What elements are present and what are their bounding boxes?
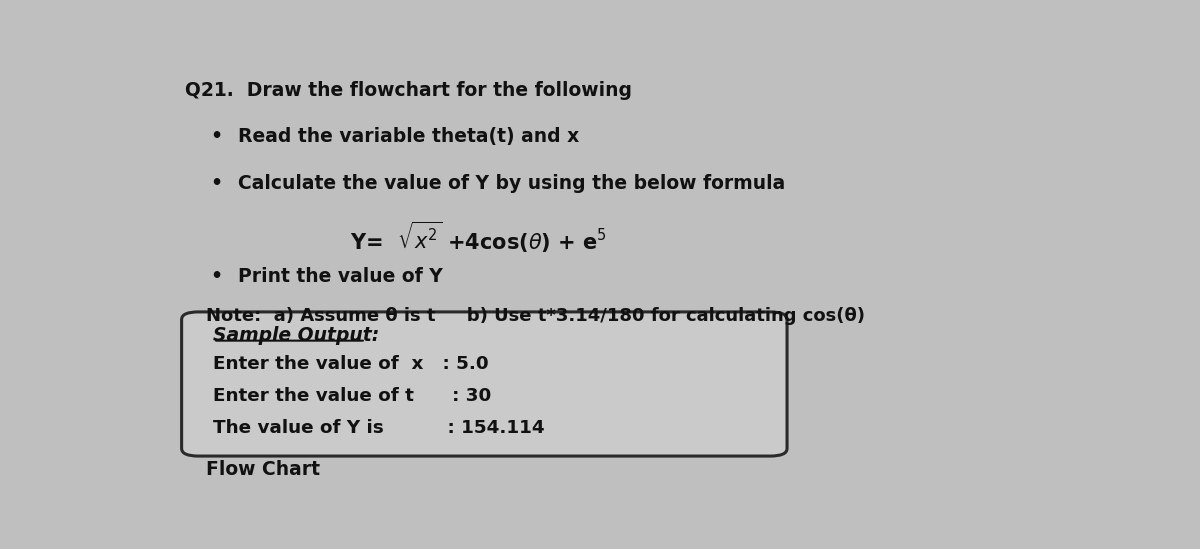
Text: Y=  $\sqrt{x^2}$ +4cos($\theta$) + e$^{5}$: Y= $\sqrt{x^2}$ +4cos($\theta$) + e$^{5}… bbox=[350, 220, 607, 255]
Text: Flow Chart: Flow Chart bbox=[206, 460, 319, 479]
Text: Enter the value of t      : 30: Enter the value of t : 30 bbox=[214, 387, 492, 405]
Text: Enter the value of  x   : 5.0: Enter the value of x : 5.0 bbox=[214, 355, 488, 373]
Text: The value of Y is          : 154.114: The value of Y is : 154.114 bbox=[214, 419, 545, 437]
FancyBboxPatch shape bbox=[181, 312, 787, 456]
Text: Read the variable theta(t) and x: Read the variable theta(t) and x bbox=[239, 127, 580, 146]
Text: Q21.  Draw the flowchart for the following: Q21. Draw the flowchart for the followin… bbox=[185, 81, 632, 100]
Text: •: • bbox=[210, 173, 222, 193]
Text: •: • bbox=[210, 127, 222, 146]
Text: •: • bbox=[210, 267, 222, 285]
Text: Print the value of Y: Print the value of Y bbox=[239, 267, 443, 285]
Text: Sample Output:: Sample Output: bbox=[214, 326, 379, 345]
Text: Note:  a) Assume θ is t     b) Use t*3.14/180 for calculating cos(θ): Note: a) Assume θ is t b) Use t*3.14/180… bbox=[206, 307, 865, 325]
Text: Calculate the value of Y by using the below formula: Calculate the value of Y by using the be… bbox=[239, 173, 786, 193]
